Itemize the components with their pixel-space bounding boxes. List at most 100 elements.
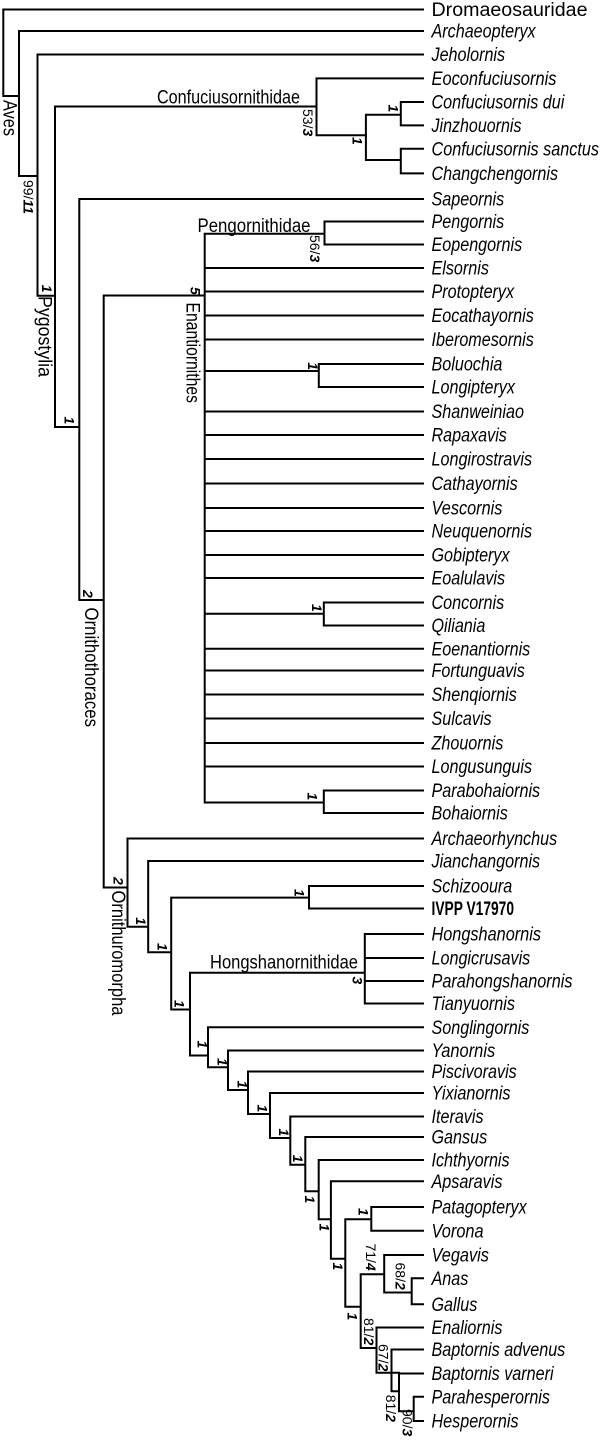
svg-text:Schizooura: Schizooura xyxy=(432,877,513,898)
svg-text:1: 1 xyxy=(255,1105,271,1113)
svg-text:Fortunguavis: Fortunguavis xyxy=(432,661,526,682)
svg-text:Iberomesornis: Iberomesornis xyxy=(432,330,535,351)
svg-text:Shanweiniao: Shanweiniao xyxy=(432,402,524,423)
svg-text:Yixianornis: Yixianornis xyxy=(432,1084,511,1105)
svg-text:Pygostylia: Pygostylia xyxy=(34,296,55,377)
svg-text:1: 1 xyxy=(133,917,149,925)
svg-text:Hesperornis: Hesperornis xyxy=(432,1412,519,1433)
svg-text:1: 1 xyxy=(276,1129,292,1137)
svg-text:81/2: 81/2 xyxy=(361,1318,377,1345)
svg-text:Sulcavis: Sulcavis xyxy=(432,709,493,730)
svg-text:Longirostravis: Longirostravis xyxy=(432,450,533,471)
svg-text:1: 1 xyxy=(305,793,321,801)
svg-text:Confuciusornis sanctus: Confuciusornis sanctus xyxy=(432,139,600,160)
svg-text:Tianyuornis: Tianyuornis xyxy=(432,994,516,1015)
svg-text:Concornis: Concornis xyxy=(432,593,505,614)
svg-text:Bohaiornis: Bohaiornis xyxy=(432,804,509,825)
svg-text:Archaeorhynchus: Archaeorhynchus xyxy=(431,829,558,850)
svg-text:1: 1 xyxy=(386,105,402,113)
svg-text:Baptornis advenus: Baptornis advenus xyxy=(432,1340,566,1361)
svg-text:Eoenantiornis: Eoenantiornis xyxy=(432,639,531,660)
svg-text:Changchengornis: Changchengornis xyxy=(432,164,559,185)
svg-text:IVPP V17970: IVPP V17970 xyxy=(432,899,515,920)
svg-text:3: 3 xyxy=(350,977,366,985)
svg-text:1: 1 xyxy=(62,417,78,425)
svg-text:Dromaeosauridae: Dromaeosauridae xyxy=(432,0,588,21)
svg-text:Jinzhouornis: Jinzhouornis xyxy=(431,116,522,137)
svg-text:Longipteryx: Longipteryx xyxy=(432,378,517,399)
svg-text:Protopteryx: Protopteryx xyxy=(432,282,516,303)
svg-text:Pengornis: Pengornis xyxy=(432,212,505,233)
svg-text:Shenqiornis: Shenqiornis xyxy=(432,685,518,706)
svg-text:Eopengornis: Eopengornis xyxy=(432,235,523,256)
svg-text:81/2: 81/2 xyxy=(383,1395,399,1422)
svg-text:99/11: 99/11 xyxy=(21,180,37,214)
svg-text:Archaeopteryx: Archaeopteryx xyxy=(431,22,537,43)
svg-text:Ornithothoraces: Ornithothoraces xyxy=(80,608,101,728)
svg-text:Anas: Anas xyxy=(431,1269,469,1290)
svg-text:53/3: 53/3 xyxy=(300,109,316,136)
svg-text:Ichthyornis: Ichthyornis xyxy=(432,1151,511,1172)
svg-text:1: 1 xyxy=(39,285,55,293)
svg-text:90/3: 90/3 xyxy=(400,1409,416,1436)
svg-text:Neuquenornis: Neuquenornis xyxy=(432,522,533,543)
svg-text:1: 1 xyxy=(235,1081,251,1089)
svg-text:Jianchangornis: Jianchangornis xyxy=(431,852,541,873)
svg-text:Enantiornithes: Enantiornithes xyxy=(182,303,203,404)
svg-text:Vescornis: Vescornis xyxy=(432,499,503,520)
svg-text:1: 1 xyxy=(345,1313,361,1321)
svg-text:Parahesperornis: Parahesperornis xyxy=(432,1387,551,1408)
svg-text:68/2: 68/2 xyxy=(392,1263,408,1290)
svg-text:Eoalulavis: Eoalulavis xyxy=(432,569,506,590)
svg-text:Songlingornis: Songlingornis xyxy=(432,1018,530,1039)
svg-text:Gansus: Gansus xyxy=(432,1128,488,1149)
svg-text:Rapaxavis: Rapaxavis xyxy=(432,426,508,447)
svg-text:71/4: 71/4 xyxy=(363,1244,379,1271)
svg-text:1: 1 xyxy=(350,137,366,145)
svg-text:1: 1 xyxy=(172,1000,188,1008)
svg-text:Aves: Aves xyxy=(0,100,20,136)
svg-text:1: 1 xyxy=(292,889,308,897)
svg-text:Hongshanornithidae: Hongshanornithidae xyxy=(210,953,358,974)
svg-text:Pengornithidae: Pengornithidae xyxy=(198,216,311,237)
svg-text:1: 1 xyxy=(155,943,171,951)
svg-text:Ornithuromorpha: Ornithuromorpha xyxy=(107,891,128,1016)
svg-text:Vorona: Vorona xyxy=(432,1221,484,1242)
svg-text:Zhouornis: Zhouornis xyxy=(431,734,504,755)
svg-text:Iteravis: Iteravis xyxy=(432,1107,484,1128)
svg-text:Sapeornis: Sapeornis xyxy=(432,190,505,211)
svg-text:Enaliornis: Enaliornis xyxy=(432,1318,503,1339)
svg-text:Vegavis: Vegavis xyxy=(432,1246,490,1267)
svg-text:1: 1 xyxy=(215,1058,231,1066)
svg-text:Gallus: Gallus xyxy=(432,1295,478,1316)
svg-text:Boluochia: Boluochia xyxy=(432,355,503,376)
svg-text:Confuciusornithidae: Confuciusornithidae xyxy=(157,88,300,109)
svg-text:Parahongshanornis: Parahongshanornis xyxy=(432,972,573,993)
svg-text:Hongshanornis: Hongshanornis xyxy=(432,925,542,946)
svg-text:1: 1 xyxy=(309,604,325,612)
svg-text:1: 1 xyxy=(195,1041,211,1049)
svg-text:Longusunguis: Longusunguis xyxy=(432,757,533,778)
svg-text:Baptornis varneri: Baptornis varneri xyxy=(432,1364,555,1385)
svg-text:1: 1 xyxy=(302,1196,318,1204)
svg-text:5: 5 xyxy=(188,287,204,295)
svg-text:Qiliania: Qiliania xyxy=(432,616,486,637)
svg-text:Eocathayornis: Eocathayornis xyxy=(432,306,535,327)
svg-text:2: 2 xyxy=(80,589,96,598)
svg-text:Longicrusavis: Longicrusavis xyxy=(432,949,531,970)
svg-text:1: 1 xyxy=(356,1208,372,1216)
svg-text:Gobipteryx: Gobipteryx xyxy=(432,546,511,567)
svg-text:Jeholornis: Jeholornis xyxy=(431,45,506,66)
svg-text:Yanornis: Yanornis xyxy=(432,1041,496,1062)
svg-text:1: 1 xyxy=(317,1224,333,1232)
svg-text:Cathayornis: Cathayornis xyxy=(432,474,519,495)
svg-text:Confuciusornis dui: Confuciusornis dui xyxy=(432,93,565,114)
svg-text:2: 2 xyxy=(111,876,127,885)
svg-text:67/2: 67/2 xyxy=(376,1344,392,1371)
svg-text:1: 1 xyxy=(305,362,321,370)
svg-text:Eoconfuciusornis: Eoconfuciusornis xyxy=(432,69,557,90)
svg-text:Elsornis: Elsornis xyxy=(432,259,490,280)
svg-text:Parabohaiornis: Parabohaiornis xyxy=(432,781,541,802)
svg-text:56/3: 56/3 xyxy=(307,235,323,262)
svg-text:1: 1 xyxy=(290,1155,306,1163)
